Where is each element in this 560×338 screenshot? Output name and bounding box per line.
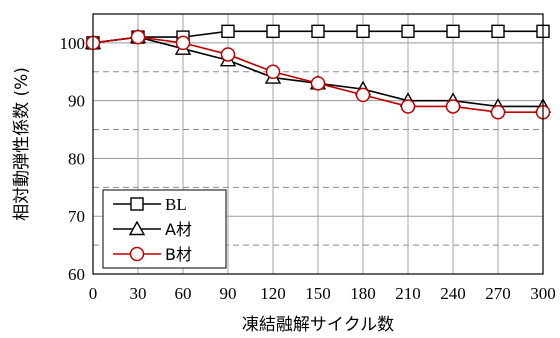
legend-item: A材 xyxy=(113,220,192,239)
x-tick-label: 180 xyxy=(350,284,376,303)
y-tick-label: 70 xyxy=(68,207,85,226)
x-tick-label: 0 xyxy=(89,284,98,303)
legend-label: B材 xyxy=(165,245,192,264)
x-axis-title: 凍結融解サイクル数 xyxy=(242,315,394,335)
legend-marker xyxy=(130,197,144,211)
x-tick-label: 270 xyxy=(485,284,511,303)
x-tick-label: 300 xyxy=(530,284,556,303)
x-tick-label: 120 xyxy=(260,284,286,303)
series-circle xyxy=(85,29,551,120)
y-tick-label: 60 xyxy=(68,265,85,284)
data-point xyxy=(491,24,505,39)
legend-label: BL xyxy=(165,195,187,214)
x-tick-label: 210 xyxy=(395,284,421,303)
x-tick-label: 150 xyxy=(305,284,331,303)
y-tick-label: 80 xyxy=(68,149,85,168)
legend-label: A材 xyxy=(165,220,192,239)
x-tick-label: 30 xyxy=(130,284,147,303)
legend: BL A材 B材 xyxy=(102,189,227,269)
y-tick-label: 100 xyxy=(60,34,86,53)
x-tick-label: 240 xyxy=(440,284,466,303)
data-point xyxy=(400,99,416,114)
data-point xyxy=(175,35,191,51)
tick-labels: 0 30 60 90 120 150 180 210 240 270 300 60 70 80 90 100 xyxy=(60,34,556,303)
data-point xyxy=(490,104,506,120)
legend-item: B材 xyxy=(113,245,192,264)
x-tick-label: 60 xyxy=(175,284,192,303)
data-point xyxy=(401,24,415,39)
series-layer xyxy=(84,24,552,120)
data-point xyxy=(355,87,371,103)
y-tick-label: 90 xyxy=(68,92,85,111)
x-tick-label: 90 xyxy=(220,284,237,303)
y-axis-title: 相対動弾性係数 (%) xyxy=(12,67,32,221)
data-point xyxy=(265,64,281,80)
data-point xyxy=(220,47,236,62)
plot-frame xyxy=(92,13,544,275)
data-point xyxy=(130,29,146,45)
legend-marker xyxy=(128,220,146,236)
data-point xyxy=(356,24,370,39)
data-point xyxy=(446,24,460,39)
data-point xyxy=(311,24,325,39)
data-point xyxy=(221,24,235,39)
legend-marker xyxy=(129,246,145,262)
legend-item: BL xyxy=(113,195,187,214)
legend-box xyxy=(102,189,227,269)
data-point xyxy=(310,76,326,91)
data-point xyxy=(445,99,461,114)
data-point xyxy=(266,24,280,39)
